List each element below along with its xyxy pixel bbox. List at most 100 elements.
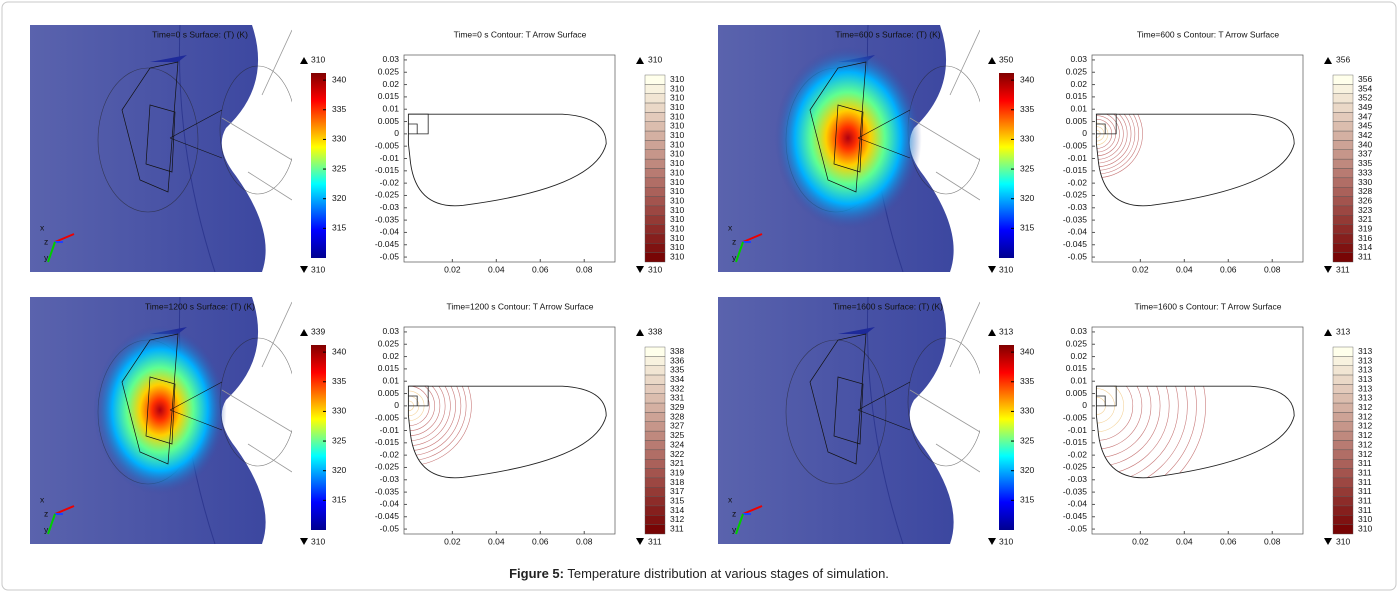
contour-level bbox=[645, 375, 665, 384]
colorbar-tick-label: 325 bbox=[1020, 163, 1034, 173]
colorbar bbox=[311, 73, 326, 258]
contour-max: 310 bbox=[648, 54, 662, 64]
y-tick-label: 0.025 bbox=[378, 339, 400, 349]
contour-level bbox=[645, 441, 665, 450]
contour-level bbox=[645, 422, 665, 431]
y-tick-label: 0.005 bbox=[1066, 116, 1088, 126]
y-tick-label: -0.01 bbox=[1068, 153, 1088, 163]
plot-frame bbox=[1092, 327, 1303, 534]
panel: xzyTime=0 s Surface: (T) (K)340335330325… bbox=[30, 25, 684, 274]
contour-level bbox=[645, 366, 665, 375]
y-tick-label: 0.01 bbox=[1070, 103, 1087, 113]
contour-level bbox=[645, 215, 665, 224]
y-tick-label: -0.05 bbox=[1068, 251, 1088, 261]
y-tick-label: -0.045 bbox=[1063, 239, 1087, 249]
y-tick-label: -0.02 bbox=[380, 449, 400, 459]
contour-level bbox=[1333, 384, 1353, 393]
contour-level bbox=[645, 243, 665, 252]
contour-level bbox=[1333, 422, 1353, 431]
y-tick-label: 0.005 bbox=[1066, 388, 1088, 398]
y-tick-label: -0.01 bbox=[380, 153, 400, 163]
contour-min: 310 bbox=[1336, 536, 1350, 546]
contour-level bbox=[1333, 187, 1353, 196]
contour-level-label: 311 bbox=[670, 524, 684, 534]
y-tick-label: -0.045 bbox=[375, 511, 399, 521]
y-tick-label: -0.015 bbox=[375, 165, 399, 175]
contour-level-label: 310 bbox=[1358, 524, 1372, 534]
contour-level bbox=[645, 178, 665, 187]
min-marker bbox=[300, 266, 308, 273]
max-marker bbox=[636, 329, 644, 336]
contour-level bbox=[1333, 394, 1353, 403]
surface-title: Time=600 s Surface: (T) (K) bbox=[835, 29, 940, 39]
max-marker bbox=[300, 329, 308, 336]
contour-level bbox=[1333, 253, 1353, 262]
y-tick-label: 0.015 bbox=[1066, 91, 1088, 101]
contour-level bbox=[645, 112, 665, 121]
colorbar-tick-label: 330 bbox=[332, 134, 346, 144]
y-tick-label: 0.025 bbox=[1066, 67, 1088, 77]
y-tick-label: -0.035 bbox=[375, 214, 399, 224]
contour-level bbox=[645, 412, 665, 421]
contour-level bbox=[645, 131, 665, 140]
contour-max: 338 bbox=[648, 326, 662, 336]
y-tick-label: -0.045 bbox=[375, 239, 399, 249]
contour-level bbox=[645, 206, 665, 215]
contour-level bbox=[645, 169, 665, 178]
contour-level bbox=[645, 515, 665, 524]
surface-max: 339 bbox=[311, 326, 325, 336]
colorbar-tick-label: 315 bbox=[332, 223, 346, 233]
y-tick-label: -0.005 bbox=[1063, 412, 1087, 422]
y-tick-label: -0.02 bbox=[380, 177, 400, 187]
y-tick-label: -0.03 bbox=[1068, 202, 1088, 212]
y-tick-label: -0.01 bbox=[1068, 425, 1088, 435]
x-tick-label: 0.02 bbox=[1132, 536, 1149, 546]
x-tick-label: 0.06 bbox=[532, 264, 549, 274]
contour-level bbox=[1333, 169, 1353, 178]
contour-max: 356 bbox=[1336, 54, 1350, 64]
caption-text: Temperature distribution at various stag… bbox=[567, 566, 889, 581]
y-tick-label: -0.025 bbox=[1063, 462, 1087, 472]
min-marker bbox=[1324, 538, 1332, 545]
y-tick-label: 0.03 bbox=[382, 326, 399, 336]
x-tick-label: 0.04 bbox=[1176, 264, 1193, 274]
contour-level bbox=[645, 140, 665, 149]
x-tick-label: 0.02 bbox=[444, 536, 461, 546]
contour-level bbox=[1333, 375, 1353, 384]
y-tick-label: -0.015 bbox=[1063, 437, 1087, 447]
min-marker bbox=[300, 538, 308, 545]
contour-level bbox=[645, 450, 665, 459]
min-marker bbox=[988, 266, 996, 273]
max-marker bbox=[300, 57, 308, 64]
y-tick-label: 0 bbox=[1082, 128, 1087, 138]
max-marker bbox=[988, 57, 996, 64]
contour-level bbox=[645, 253, 665, 262]
colorbar-tick-label: 335 bbox=[1020, 104, 1034, 114]
panel: xzyTime=600 s Surface: (T) (K)3403353303… bbox=[718, 25, 1372, 274]
y-tick-label: -0.03 bbox=[380, 202, 400, 212]
colorbar-tick-label: 315 bbox=[1020, 223, 1034, 233]
contour-level bbox=[645, 122, 665, 131]
y-tick-label: 0.03 bbox=[1070, 326, 1087, 336]
y-tick-label: 0.005 bbox=[378, 116, 400, 126]
y-tick-label: -0.02 bbox=[1068, 449, 1088, 459]
y-tick-label: 0.03 bbox=[1070, 54, 1087, 64]
surface-max: 313 bbox=[999, 326, 1013, 336]
contour-max: 313 bbox=[1336, 326, 1350, 336]
y-tick-label: -0.015 bbox=[1063, 165, 1087, 175]
y-tick-label: 0.01 bbox=[1070, 375, 1087, 385]
contour-min: 310 bbox=[648, 264, 662, 274]
contour-level bbox=[1333, 103, 1353, 112]
contour-level bbox=[645, 459, 665, 468]
x-tick-label: 0.06 bbox=[1220, 536, 1237, 546]
min-marker bbox=[1324, 266, 1332, 273]
contour-level bbox=[1333, 525, 1353, 534]
contour-level bbox=[645, 197, 665, 206]
min-marker bbox=[988, 538, 996, 545]
y-tick-label: -0.035 bbox=[375, 486, 399, 496]
y-tick-label: 0.015 bbox=[378, 363, 400, 373]
y-tick-label: -0.025 bbox=[375, 462, 399, 472]
contour-level bbox=[1333, 403, 1353, 412]
y-tick-label: -0.05 bbox=[1068, 523, 1088, 533]
axis-label: z bbox=[44, 508, 48, 518]
